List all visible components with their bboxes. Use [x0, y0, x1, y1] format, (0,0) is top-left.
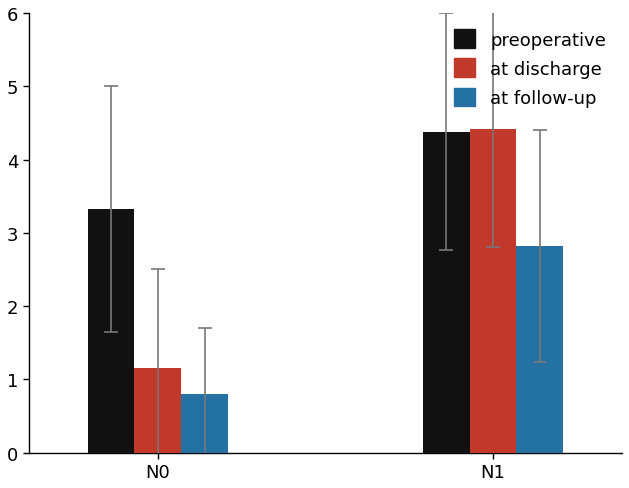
Legend: preoperative, at discharge, at follow-up: preoperative, at discharge, at follow-up — [447, 23, 613, 115]
Bar — [423, 132, 470, 453]
Bar — [516, 246, 564, 453]
Bar — [470, 129, 516, 453]
Bar — [135, 368, 181, 453]
Bar — [181, 394, 228, 453]
Bar — [87, 210, 135, 453]
